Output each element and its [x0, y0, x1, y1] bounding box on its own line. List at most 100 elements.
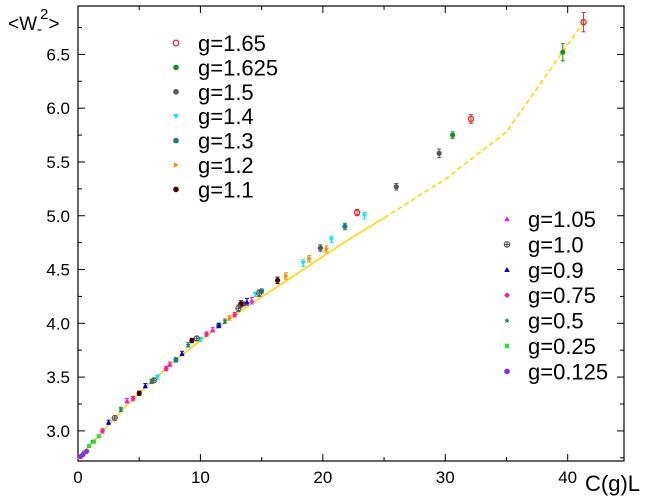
marker-shape — [504, 368, 510, 375]
series-g-0-9 — [106, 298, 250, 425]
data-point — [244, 299, 250, 304]
marker-shape — [227, 315, 233, 321]
plot-border — [77, 5, 625, 462]
marker-shape — [216, 322, 222, 328]
marker-shape — [172, 39, 180, 47]
data-point — [193, 335, 200, 342]
legend-item: g=1.625 — [173, 55, 278, 80]
marker-shape — [173, 357, 179, 363]
data-point — [361, 213, 368, 219]
y-axis: 3.0 3.5 4.0 4.5 5.0 5.5 6.0 6.5 — [46, 27, 624, 459]
marker-shape — [504, 292, 510, 298]
legend: g=1.65g=1.625g=1.5g=1.4g=1.3g=1.2g=1.1g=… — [172, 31, 608, 384]
marker-shape — [142, 383, 148, 388]
series-g-1-625 — [450, 43, 566, 139]
data-point — [80, 451, 86, 458]
y-tick-label: 4.5 — [46, 261, 70, 280]
series-g-1-2 — [227, 245, 330, 321]
legend-label: g=0.9 — [528, 258, 584, 283]
legend-label: g=0.125 — [528, 359, 608, 384]
marker-shape — [173, 162, 179, 168]
data-point — [450, 132, 456, 138]
legend-marker — [173, 64, 179, 71]
legend-label: g=1.625 — [198, 55, 278, 80]
series-g-0-125 — [77, 448, 90, 460]
marker-shape — [504, 216, 510, 222]
marker-shape — [300, 261, 306, 266]
series-g-1-65 — [353, 11, 587, 217]
legend-marker — [173, 162, 179, 168]
data-point — [393, 184, 399, 190]
marker-shape — [203, 331, 210, 337]
legend-marker — [173, 89, 179, 95]
data-point — [222, 318, 228, 324]
legend-marker — [173, 113, 179, 119]
data-point — [274, 277, 281, 283]
legend-item: g=1.0 — [503, 232, 584, 257]
y-tick-label: 5.0 — [46, 207, 70, 226]
legend-item: g=1.05 — [504, 207, 596, 232]
marker-shape — [256, 290, 263, 297]
legend-marker — [172, 39, 180, 47]
legend-label: g=1.4 — [198, 104, 254, 129]
data-point — [436, 150, 442, 156]
marker-shape — [136, 390, 142, 396]
series-g-1-0 — [111, 289, 263, 422]
x-axis: 0 10 20 30 40 — [73, 6, 577, 487]
series-g-1-5 — [240, 148, 442, 307]
legend-label: g=1.5 — [198, 80, 254, 105]
data-point — [317, 245, 323, 251]
legend-group-right: g=1.05g=1.0g=0.9g=0.75g=0.5g=0.25g=0.125 — [503, 207, 608, 384]
marker-shape — [185, 341, 191, 348]
marker-shape — [504, 267, 510, 273]
legend-label: g=0.25 — [528, 334, 596, 359]
legend-item: g=0.75 — [504, 283, 596, 308]
data-point — [142, 383, 148, 388]
legend-label: g=1.2 — [198, 153, 254, 178]
legend-marker — [173, 137, 179, 144]
series-g-0-5 — [89, 318, 228, 444]
marker-shape — [235, 305, 242, 312]
marker-shape — [189, 337, 195, 344]
data-point — [232, 312, 238, 318]
y-axis-label-sub: - — [37, 21, 42, 38]
data-point — [227, 315, 233, 321]
data-point — [560, 49, 566, 55]
data-points-layer — [77, 11, 587, 460]
fit-line — [77, 217, 385, 460]
data-point — [150, 377, 158, 384]
data-point — [307, 256, 312, 262]
marker-shape — [80, 451, 86, 458]
legend-label: g=1.0 — [528, 232, 584, 257]
marker-shape — [353, 209, 361, 216]
data-point — [353, 209, 361, 216]
legend-marker — [504, 216, 510, 222]
marker-shape — [173, 137, 179, 144]
data-point — [324, 246, 330, 252]
legend-label: g=1.3 — [198, 129, 254, 154]
data-point — [111, 414, 118, 422]
data-point — [328, 237, 335, 243]
legend-item: g=0.125 — [504, 359, 608, 384]
marker-shape — [361, 213, 368, 219]
marker-shape — [124, 398, 130, 403]
legend-marker — [504, 343, 510, 349]
series-g-1-05 — [124, 297, 255, 404]
marker-shape — [148, 378, 155, 384]
marker-shape — [274, 277, 281, 283]
series-g-0-75 — [99, 312, 238, 434]
legend-item: g=0.25 — [504, 334, 596, 359]
y-tick-label: 6.0 — [46, 99, 70, 118]
marker-shape — [173, 113, 179, 119]
legend-label: g=0.75 — [528, 283, 596, 308]
legend-marker — [504, 292, 510, 298]
plot-frame — [77, 5, 625, 462]
data-point — [342, 223, 348, 230]
marker-shape — [96, 434, 101, 439]
x-tick-label: 0 — [73, 468, 82, 487]
legend-item: g=1.3 — [173, 129, 254, 154]
data-point — [96, 434, 101, 439]
marker-shape — [86, 443, 92, 449]
marker-shape — [173, 186, 179, 193]
y-axis-label-close: > — [48, 14, 59, 35]
